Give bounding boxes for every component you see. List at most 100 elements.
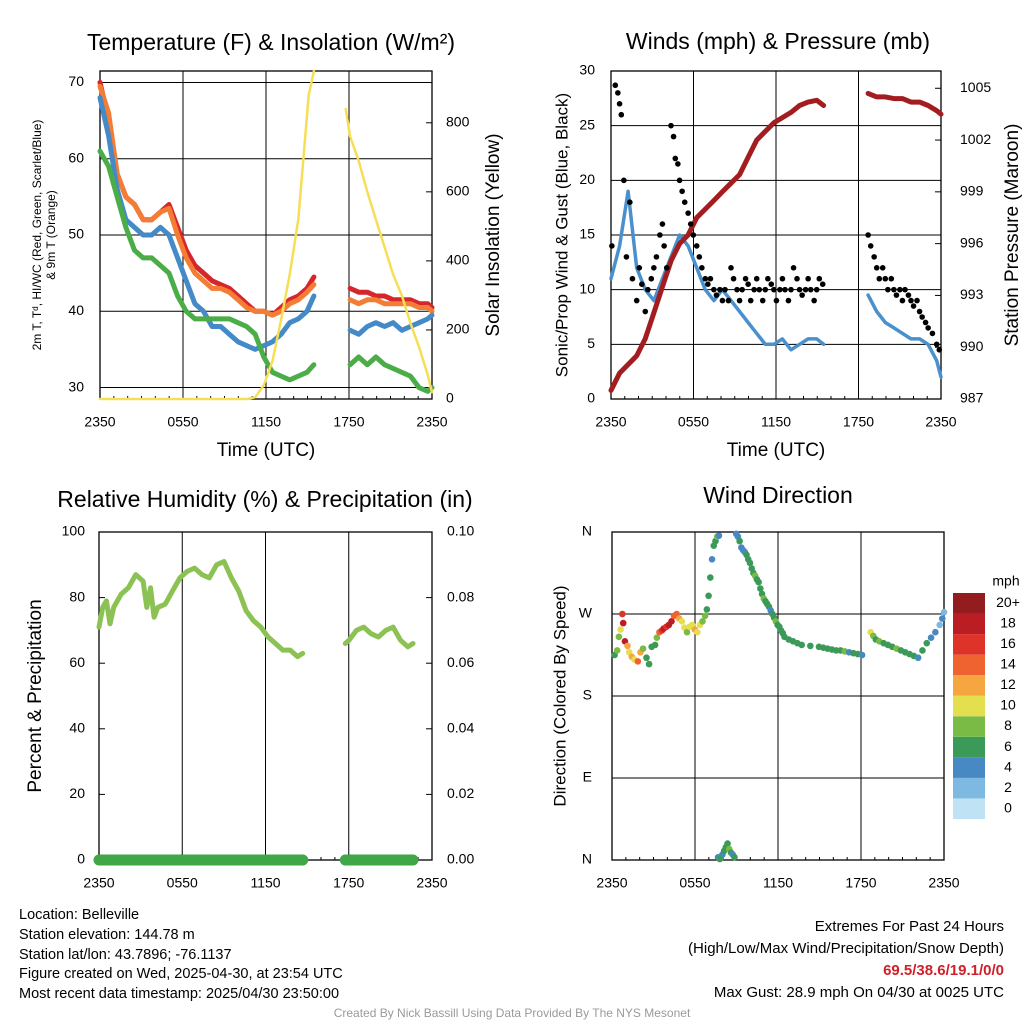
winds-gust-point bbox=[629, 275, 636, 282]
direction-point bbox=[807, 642, 814, 650]
winds-gust-point bbox=[722, 286, 728, 293]
winds-x-tick-label: 1150 bbox=[761, 414, 791, 430]
winds-gust-point bbox=[762, 286, 769, 293]
temperature-y-axis-label: 2m T, Tᵈ, HI/WC (Red, Green, Scarlet/Blu… bbox=[30, 120, 44, 351]
humidity-y-right-tick-label: 0.00 bbox=[447, 851, 474, 867]
temperature-series-line bbox=[98, 69, 316, 401]
winds-gust-point bbox=[867, 243, 874, 249]
colorbar-swatch bbox=[953, 695, 985, 717]
colorbar-label: 14 bbox=[1000, 656, 1016, 672]
winds-y-right-tick-label: 1002 bbox=[960, 131, 991, 147]
temperature-series-line bbox=[97, 83, 317, 318]
temperature-series-line bbox=[97, 79, 317, 318]
direction-point bbox=[668, 617, 675, 625]
winds-gust-point bbox=[745, 281, 751, 288]
winds-gust-point bbox=[785, 297, 792, 304]
winds-gust-point bbox=[681, 199, 688, 205]
direction-point bbox=[639, 645, 647, 652]
direction-point bbox=[705, 592, 712, 600]
direction-point bbox=[645, 660, 653, 668]
direction-point bbox=[927, 634, 935, 641]
winds-gust-point bbox=[813, 286, 820, 293]
temperature-x-tick-label: 0550 bbox=[167, 414, 198, 430]
humidity-y-tick-label: 60 bbox=[69, 654, 85, 670]
elevation-text: Station elevation: 144.78 m bbox=[19, 926, 195, 943]
extremes-legend: (High/Low/Max Wind/Precipitation/Snow De… bbox=[688, 940, 1004, 957]
colorbar-label: 10 bbox=[1000, 697, 1016, 713]
winds-gust-point bbox=[742, 275, 749, 282]
temperature-y-right-axis-label: Solar Insolation (Yellow) bbox=[483, 133, 504, 336]
colorbar-label: 16 bbox=[1000, 635, 1016, 651]
winds-gust-point bbox=[922, 319, 929, 326]
winds-gust-point bbox=[777, 286, 783, 293]
direction-y-axis-label: Direction (Colored By Speed) bbox=[550, 585, 569, 806]
colorbar-swatch bbox=[953, 757, 985, 778]
winds-y-right-tick-label: 1005 bbox=[960, 79, 991, 95]
winds-chart-title: Winds (mph) & Pressure (mb) bbox=[626, 28, 930, 54]
winds-gust-point bbox=[796, 286, 803, 293]
direction-point bbox=[715, 532, 723, 539]
colorbar-swatch bbox=[953, 736, 985, 758]
direction-point bbox=[683, 628, 691, 636]
winds-series-line bbox=[865, 90, 944, 117]
winds-gust-point bbox=[730, 275, 737, 282]
colorbar-label: 8 bbox=[1004, 717, 1012, 733]
winds-gust-point bbox=[679, 188, 685, 195]
direction-point bbox=[938, 615, 946, 622]
winds-y-right-axis-label: Station Pressure (Maroon) bbox=[1002, 124, 1023, 347]
winds-gust-point bbox=[633, 297, 640, 304]
winds-gust-point bbox=[639, 281, 645, 288]
direction-y-tick-label: E bbox=[583, 769, 592, 785]
winds-gust-point bbox=[739, 286, 745, 293]
winds-y-right-tick-label: 999 bbox=[960, 183, 984, 199]
winds-gust-point bbox=[899, 297, 906, 304]
winds-gust-point bbox=[693, 243, 700, 249]
winds-gust-point bbox=[802, 286, 809, 293]
direction-x-tick-label: 1750 bbox=[845, 875, 876, 891]
direction-x-tick-label: 0550 bbox=[679, 875, 710, 891]
temperature-series-line bbox=[347, 354, 435, 394]
winds-gust-point bbox=[908, 297, 914, 304]
colorbar-label: 2 bbox=[1004, 779, 1012, 795]
humidity-y-right-tick-label: 0.10 bbox=[447, 523, 474, 539]
winds-gust-point bbox=[685, 210, 691, 216]
winds-gust-point bbox=[736, 297, 743, 304]
winds-y-right-tick-label: 990 bbox=[960, 338, 984, 354]
winds-gust-point bbox=[670, 133, 677, 140]
temperature-series-line bbox=[347, 312, 435, 337]
winds-gust-point bbox=[919, 314, 925, 320]
winds-y-tick-label: 15 bbox=[579, 226, 595, 242]
direction-point bbox=[932, 628, 939, 636]
winds-series-line bbox=[608, 97, 827, 393]
winds-gust-point bbox=[663, 265, 670, 271]
winds-gust-point bbox=[696, 254, 703, 260]
winds-gust-point bbox=[717, 286, 723, 293]
winds-gust-point bbox=[609, 243, 615, 249]
winds-gust-point bbox=[902, 286, 908, 293]
winds-gust-point bbox=[711, 286, 717, 293]
winds-gust-point bbox=[719, 297, 726, 304]
humidity-x-tick-label: 2350 bbox=[416, 875, 447, 891]
winds-series-line bbox=[866, 293, 943, 379]
winds-gust-point bbox=[876, 275, 883, 282]
winds-gust-point bbox=[659, 221, 666, 227]
temperature-y-tick-label: 60 bbox=[68, 149, 84, 165]
humidity-y-axis-label: Percent & Precipitation bbox=[25, 599, 46, 792]
winds-gust-point bbox=[707, 275, 714, 282]
humidity-y-tick-label: 100 bbox=[62, 523, 86, 539]
winds-gust-point bbox=[612, 82, 619, 89]
winds-gust-point bbox=[871, 254, 877, 260]
winds-gust-point bbox=[699, 265, 705, 271]
winds-gust-point bbox=[705, 281, 711, 288]
winds-gust-point bbox=[687, 221, 694, 227]
winds-x-tick-label: 1750 bbox=[843, 414, 874, 430]
location-text: Location: Belleville bbox=[19, 907, 140, 923]
winds-gust-point bbox=[702, 275, 709, 282]
humidity-series-line bbox=[342, 624, 416, 650]
direction-point bbox=[634, 658, 642, 665]
winds-gust-point bbox=[888, 275, 895, 282]
direction-point bbox=[746, 559, 754, 567]
extremes-values: 69.5/38.6/19.1/0/0 bbox=[883, 962, 1004, 979]
colorbar-title: mph bbox=[992, 573, 1019, 589]
